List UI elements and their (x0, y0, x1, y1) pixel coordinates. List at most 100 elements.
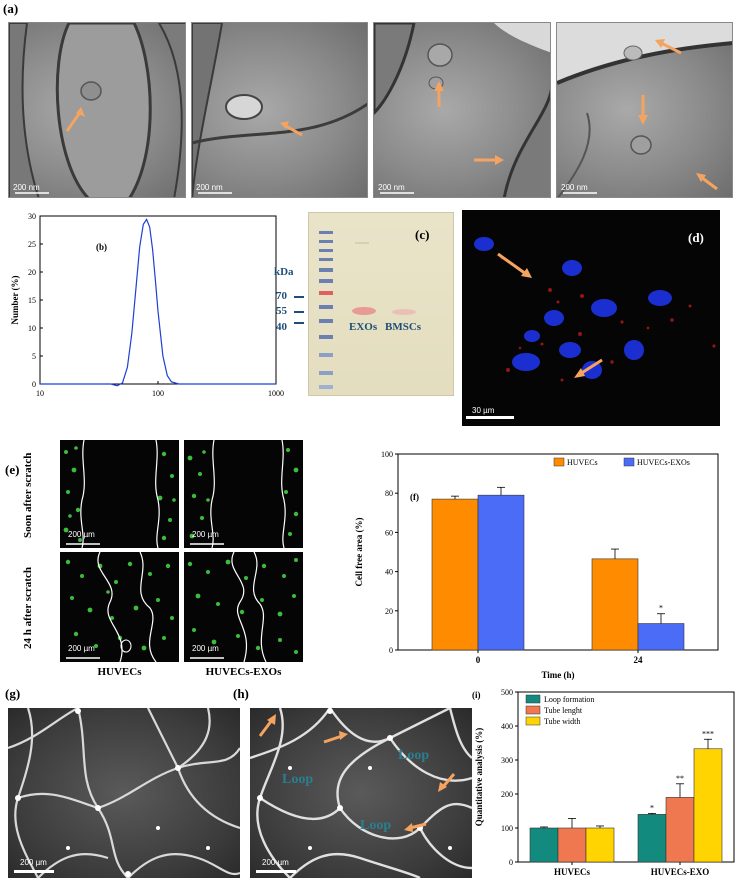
scratch-row-label-24h: 24 h after scratch (22, 567, 34, 649)
y-tick-label: 500 (501, 688, 513, 697)
scratch-scale-4: 200 µm (192, 644, 219, 653)
marker-70: 70 (276, 290, 287, 302)
cell-free-area-chart: 0 20 40 60 80 100 0 24 * Time (h) Cell free area (… (354, 450, 719, 680)
confocal-image: (d) 30 µm (462, 210, 720, 426)
scratch-row-label-0h: Soon after scratch (22, 452, 34, 538)
y-axis-title: Quantitative analysis (%) (474, 728, 484, 827)
legend-label: HUVECs-EXOs (637, 458, 690, 467)
tube-scale-g: 200 µm (20, 858, 47, 867)
panel-label-h: (h) (233, 686, 249, 701)
y-tick-label: 60 (385, 528, 393, 537)
scale-label-a2: 200 nm (196, 183, 223, 192)
panel-label-a: (a) (3, 1, 19, 16)
marker-55: 55 (276, 305, 287, 317)
panel-label-i: (i) (472, 690, 481, 700)
plot-frame (517, 691, 735, 863)
legend-swatch (553, 457, 565, 467)
y-tick-label: 40 (385, 568, 393, 577)
y-axis-title: Cell free area (%) (354, 518, 364, 587)
panel-label-e: (e) (5, 462, 20, 477)
legend-label: Tube lenght (544, 706, 583, 715)
marker-40: 40 (276, 321, 287, 333)
y-tick-label: 20 (28, 268, 36, 277)
x-tick-label: 0 (476, 655, 481, 665)
y-tick-label: 30 (28, 212, 36, 221)
marker-tick-70 (294, 296, 304, 298)
scratch-col-label-huvecs: HUVECs (97, 666, 142, 678)
bar-huvecs (591, 558, 639, 651)
y-tick-label: 200 (501, 790, 513, 799)
significance-mark: * (650, 803, 654, 812)
size-distribution-line (40, 218, 276, 387)
x-axis-title: Time (h) (541, 670, 574, 680)
plot-frame (39, 215, 277, 385)
legend-swatch (525, 716, 541, 726)
bar-tube-width (693, 748, 723, 863)
panel-label-g: (g) (5, 686, 21, 701)
ladder-bands (319, 231, 333, 389)
confocal-scale-label: 30 µm (472, 406, 495, 415)
significance-mark: * (659, 604, 663, 613)
scale-label-a4: 200 nm (561, 183, 588, 192)
bar-loop-formation (637, 814, 667, 863)
y-tick-label: 20 (385, 607, 393, 616)
y-tick-label: 100 (501, 824, 513, 833)
x-tick-label: HUVECs (554, 867, 591, 877)
bar-huvecs-exos (637, 623, 685, 651)
legend-swatch (525, 705, 541, 715)
tube-formation-huvecs: 200 µm (8, 708, 240, 878)
tube-formation-exos: Loop Loop Loop 200 µm (250, 708, 472, 878)
significance-mark: ** (676, 774, 684, 783)
panel-label-b: (b) (96, 242, 107, 252)
bar-huvecs-exos (477, 494, 525, 651)
significance-mark: *** (702, 729, 714, 738)
bar-loop-formation (529, 827, 559, 863)
y-tick-label: 0 (32, 380, 36, 389)
y-tick-label: 100 (381, 450, 393, 459)
kda-label: kDa (274, 266, 294, 278)
x-tick-label: 1000 (268, 389, 284, 398)
western-blot-image: (c) EXOs BMSCs (308, 212, 454, 396)
legend-swatch (525, 694, 541, 704)
scratch-huvecs-24h: 200 µm (60, 552, 179, 662)
scratch-scale-2: 200 µm (192, 530, 219, 539)
legend-label: HUVECs (567, 458, 598, 467)
legend-swatch (623, 457, 635, 467)
y-tick-label: 10 (28, 324, 36, 333)
scratch-col-label-exos: HUVECs-EXOs (205, 666, 282, 678)
legend-label: Tube width (544, 717, 580, 726)
scale-label-a3: 200 nm (378, 183, 405, 192)
tem-image-2: 200 nm (191, 22, 368, 198)
x-tick-label: 10 (36, 389, 44, 398)
panel-label-c: (c) (415, 227, 430, 242)
scratch-exos-24h: 200 µm (184, 552, 303, 662)
y-axis-title: Number (%) (10, 275, 20, 324)
tem-image-4: 200 nm (556, 22, 733, 198)
scratch-huvecs-0h: 200 µm (60, 440, 179, 548)
scratch-scale-1: 200 µm (68, 530, 95, 539)
marker-tick-40 (294, 322, 304, 324)
y-tick-label: 25 (28, 240, 36, 249)
tem-image-3: 200 nm (373, 22, 551, 198)
marker-tick-55 (294, 311, 304, 313)
y-tick-label: 15 (28, 296, 36, 305)
bar-huvecs (431, 498, 479, 651)
legend-label: Loop formation (544, 695, 594, 704)
scratch-scale-3: 200 µm (68, 644, 95, 653)
y-tick-label: 400 (501, 722, 513, 731)
x-tick-label: HUVECs-EXO (651, 867, 710, 877)
tem-image-1: 200 nm (8, 22, 186, 198)
scratch-exos-0h: 200 µm (184, 440, 303, 548)
y-tick-label: 5 (32, 352, 36, 361)
loop-label-2: Loop (398, 748, 430, 763)
bar-tube-width (585, 827, 615, 863)
x-tick-label: 100 (152, 389, 164, 398)
dls-size-chart: 051015202530101001000Size (d.nm)Number (… (10, 212, 284, 398)
plot-frame (397, 453, 719, 651)
y-tick-label: 0 (509, 858, 513, 867)
scale-label-a1: 200 nm (13, 183, 40, 192)
bar-tube-lenght (665, 797, 695, 863)
loop-label-3: Loop (360, 818, 392, 833)
x-tick-label: 24 (634, 655, 644, 665)
